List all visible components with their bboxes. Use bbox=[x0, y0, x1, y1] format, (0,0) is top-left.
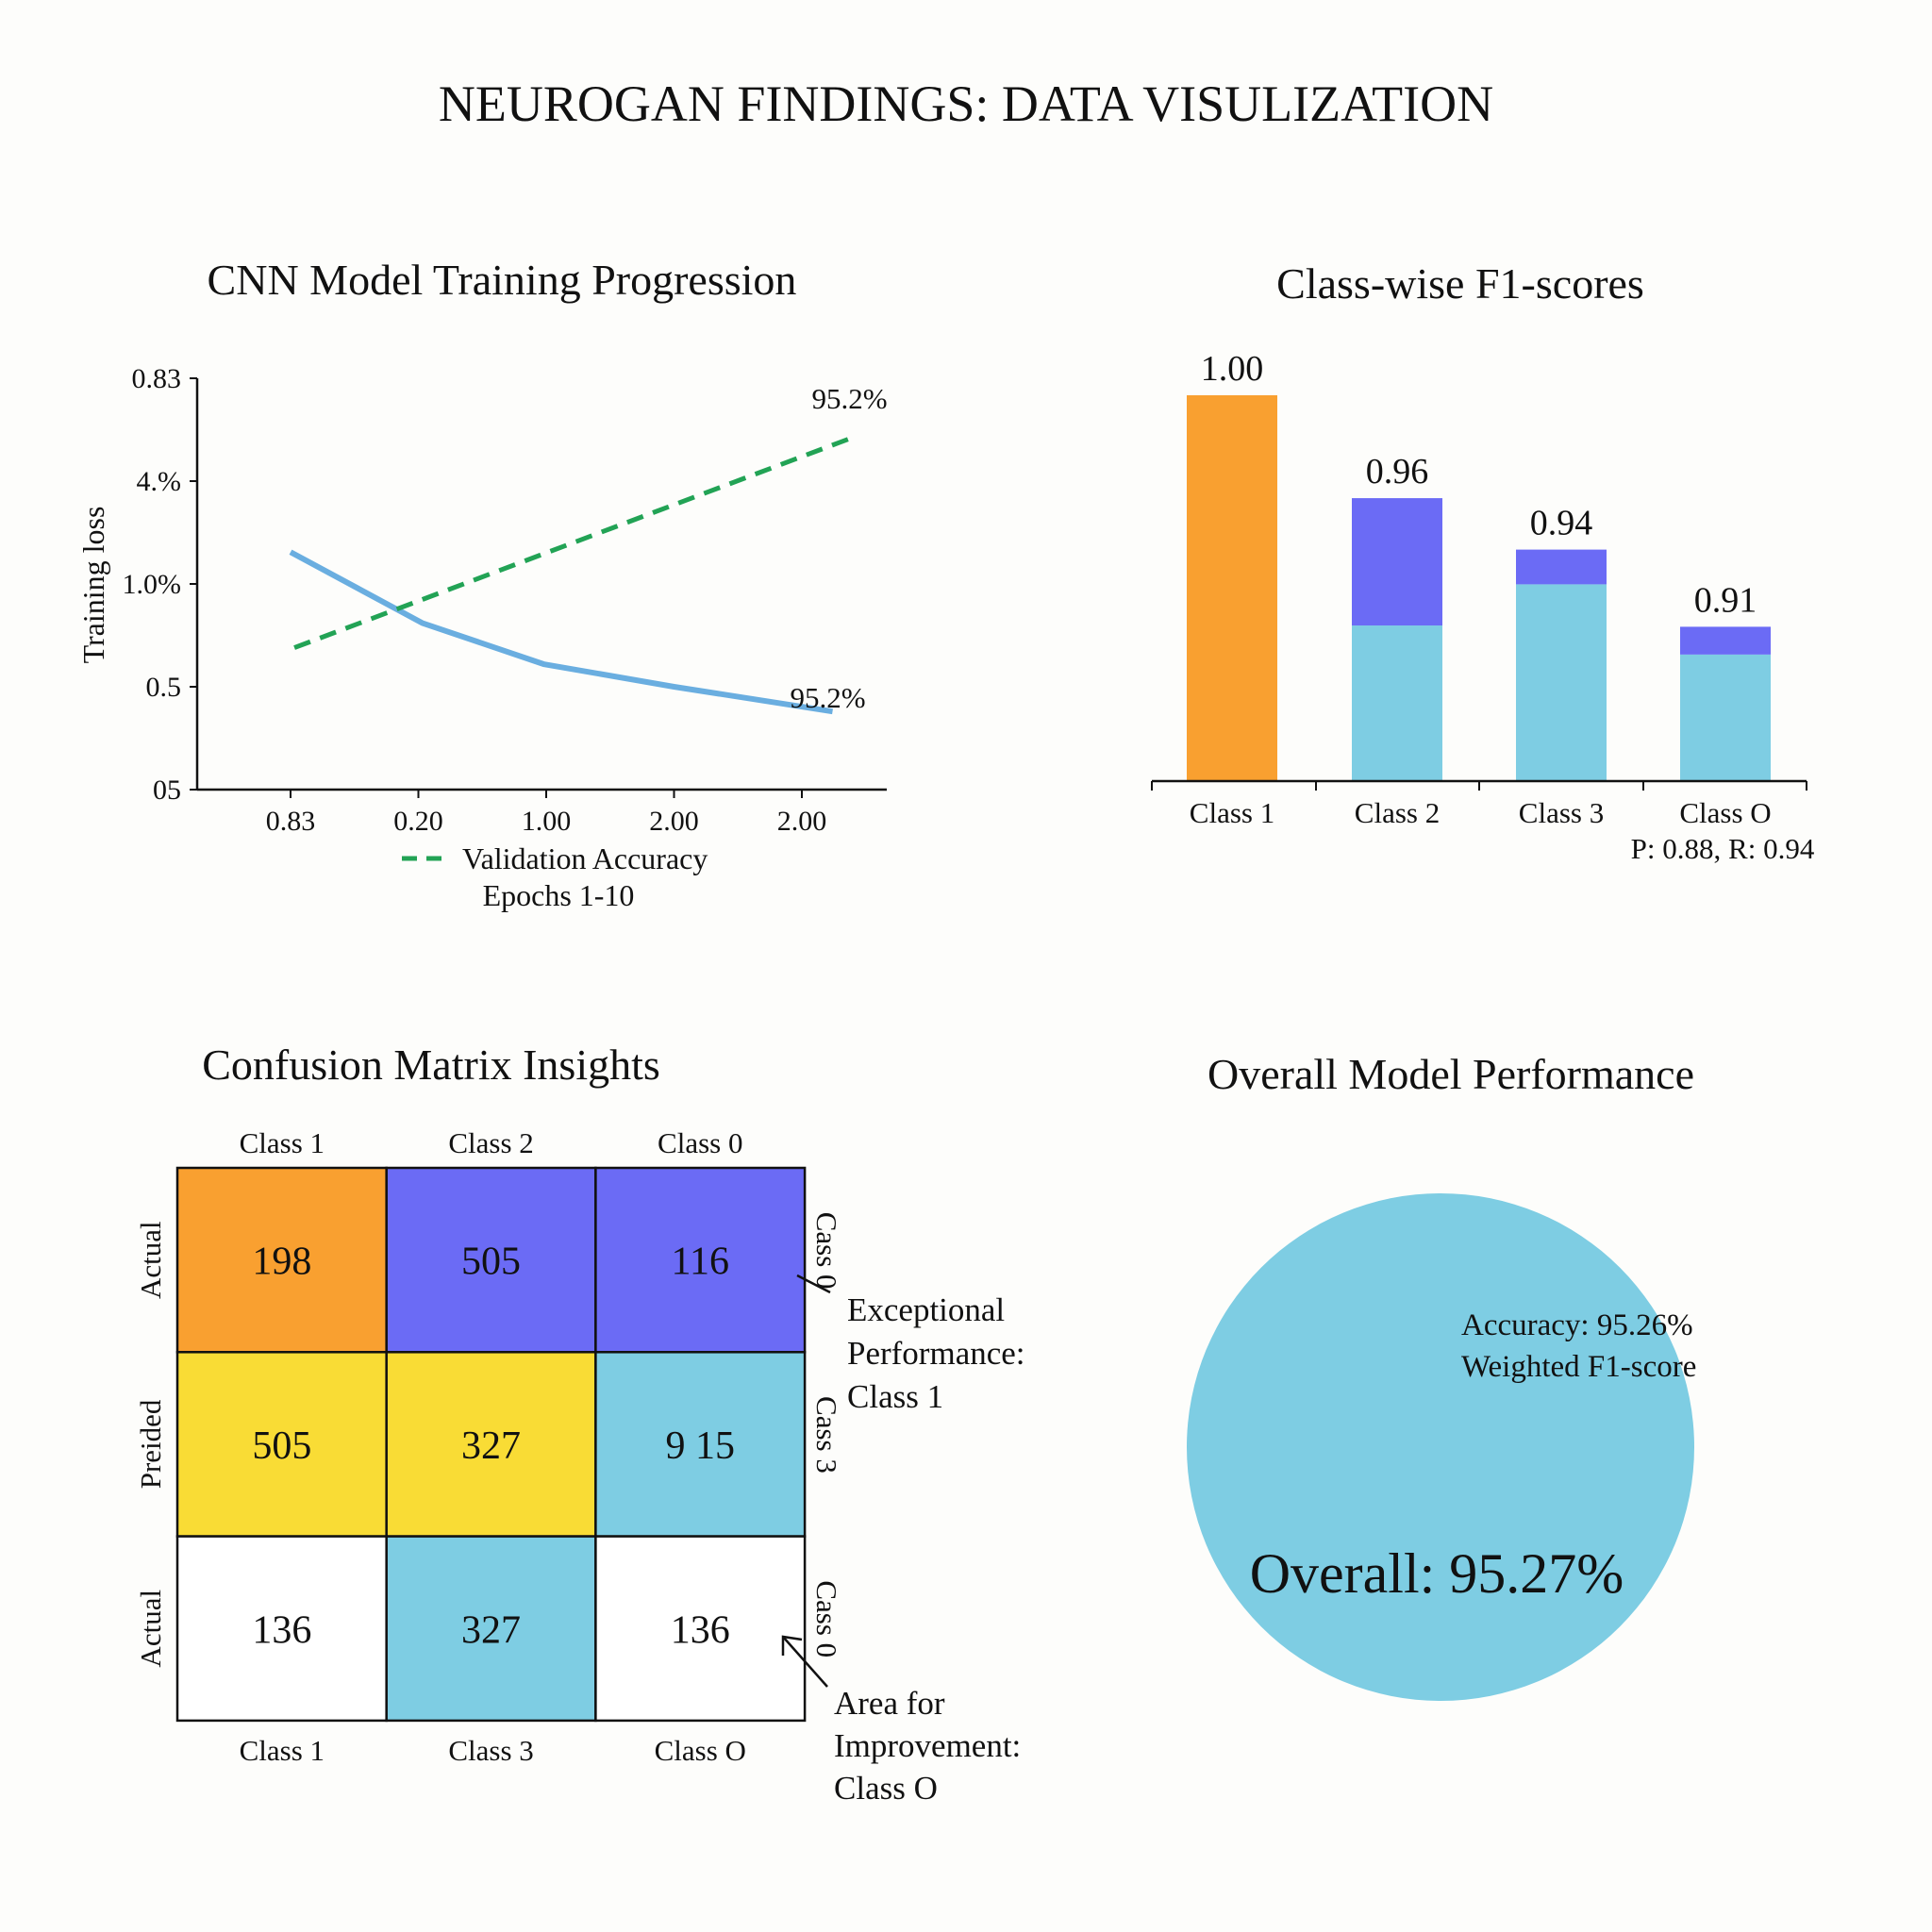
x-tick-label: 2.00 bbox=[777, 806, 827, 837]
column-label-bottom: Class O bbox=[655, 1734, 746, 1767]
pie-center-label: Overall: 95.27% bbox=[1250, 1542, 1624, 1605]
matrix-cell bbox=[175, 1351, 388, 1538]
bar-upper-segment bbox=[1516, 549, 1607, 585]
pie-text-accuracy: Accuracy: 95.26% bbox=[1461, 1308, 1693, 1342]
bar-value-label: 0.94 bbox=[1530, 504, 1593, 543]
bar-upper-segment bbox=[1680, 626, 1771, 655]
x-tick-label: 2.00 bbox=[649, 806, 699, 837]
annotation-arrow bbox=[782, 1636, 828, 1688]
line-chart: CNN Model Training Progression 05 0.5 1.0%… bbox=[76, 256, 888, 912]
validation-end-label: 95.2% bbox=[811, 382, 887, 415]
matrix-cell-value: 9 15 bbox=[666, 1424, 736, 1468]
y-axis-label: Training loss bbox=[76, 507, 110, 664]
confusion-matrix: Confusion Matrix Insights 198 505 116 505 32… bbox=[134, 1041, 1025, 1807]
pie-slice bbox=[1187, 1193, 1694, 1701]
bar-category-label: Class 2 bbox=[1355, 796, 1440, 829]
matrix-cell-value: 505 bbox=[461, 1241, 521, 1284]
row-label-right: Cass 0 bbox=[810, 1580, 843, 1657]
matrix-cell-value: 198 bbox=[252, 1241, 311, 1284]
bar-upper-segment bbox=[1352, 498, 1442, 626]
bar-chart-title: Class-wise F1-scores bbox=[1276, 259, 1644, 308]
pie-chart: Overall Model Performance Accuracy: 95.2… bbox=[1187, 1050, 1696, 1701]
bar-annotation: P: 0.88, R: 0.94 bbox=[1631, 832, 1815, 865]
matrix-cell bbox=[175, 1535, 388, 1723]
bar-lower-segment bbox=[1516, 584, 1607, 781]
matrix-cell-value: 136 bbox=[671, 1608, 730, 1652]
y-tick-label: 0.83 bbox=[132, 363, 182, 394]
x-tick-label: 1.00 bbox=[522, 806, 572, 837]
bar-value-label: 0.91 bbox=[1694, 580, 1757, 620]
row-label-left: Actual bbox=[134, 1590, 167, 1668]
legend-label: Validation Accuracy bbox=[462, 841, 708, 875]
annotation-exceptional: Exceptional bbox=[847, 1291, 1005, 1328]
line-chart-title: CNN Model Training Progression bbox=[208, 256, 797, 304]
bar-lower-segment bbox=[1352, 625, 1442, 781]
confusion-matrix-title: Confusion Matrix Insights bbox=[202, 1041, 660, 1089]
row-label-left: Preided bbox=[134, 1399, 167, 1489]
column-label-bottom: Class 3 bbox=[448, 1734, 533, 1767]
validation-accuracy-line bbox=[293, 434, 856, 650]
pie-text-f1: Weighted F1-score bbox=[1461, 1350, 1696, 1384]
matrix-cell bbox=[594, 1166, 807, 1354]
row-label-right: Cass 3 bbox=[810, 1396, 843, 1474]
matrix-cell bbox=[594, 1535, 807, 1723]
column-label-bottom: Class 1 bbox=[240, 1734, 325, 1767]
page-title: NEUROGAN FINDINGS: DATA VISULIZATION bbox=[439, 75, 1493, 132]
y-tick-label: 4.% bbox=[137, 466, 182, 497]
matrix-cell-value: 505 bbox=[252, 1424, 311, 1468]
matrix-cell bbox=[385, 1535, 597, 1723]
column-label-top: Class 0 bbox=[658, 1126, 742, 1159]
bar-category-label: Class O bbox=[1679, 796, 1771, 829]
x-axis-label: Epochs 1-10 bbox=[483, 878, 635, 912]
bar-category-label: Class 1 bbox=[1190, 796, 1274, 829]
annotation-exceptional: Performance: bbox=[847, 1335, 1025, 1372]
row-label-right: Cass 0 bbox=[810, 1212, 843, 1290]
y-tick-label: 05 bbox=[153, 774, 181, 806]
x-tick-label: 0.83 bbox=[266, 806, 316, 837]
column-label-top: Class 1 bbox=[240, 1126, 325, 1159]
arrowhead-icon bbox=[781, 1635, 803, 1656]
matrix-cell-value: 116 bbox=[672, 1241, 729, 1284]
matrix-cell bbox=[385, 1166, 597, 1354]
matrix-cell-value: 327 bbox=[461, 1424, 521, 1468]
matrix-cell-value: 136 bbox=[252, 1608, 311, 1652]
column-label-top: Class 2 bbox=[448, 1126, 533, 1159]
matrix-cell-value: 327 bbox=[461, 1608, 521, 1652]
bar-lower-segment bbox=[1680, 654, 1771, 781]
training-loss-line bbox=[289, 549, 833, 715]
annotation-pointer bbox=[796, 1274, 831, 1294]
bar-chart: Class-wise F1-scores 1.00 Class 1 0.96 Clas… bbox=[1151, 259, 1815, 865]
annotation-improvement: Area for bbox=[834, 1685, 945, 1722]
annotation-improvement: Improvement: bbox=[834, 1727, 1021, 1764]
row-label-left: Actual bbox=[134, 1221, 167, 1299]
pie-chart-title: Overall Model Performance bbox=[1208, 1050, 1694, 1098]
y-tick-label: 1.0% bbox=[123, 569, 182, 600]
annotation-improvement: Class O bbox=[834, 1770, 938, 1807]
training-end-label: 95.2% bbox=[790, 681, 865, 714]
bar-value-label: 0.96 bbox=[1366, 452, 1429, 491]
bar-value-label: 1.00 bbox=[1201, 349, 1264, 389]
matrix-cell bbox=[594, 1351, 807, 1538]
y-tick-label: 0.5 bbox=[146, 672, 182, 703]
annotation-exceptional: Class 1 bbox=[847, 1378, 943, 1415]
bar bbox=[1187, 395, 1277, 781]
x-tick-label: 0.20 bbox=[393, 806, 443, 837]
bar-category-label: Class 3 bbox=[1519, 796, 1604, 829]
matrix-cell bbox=[385, 1351, 597, 1538]
